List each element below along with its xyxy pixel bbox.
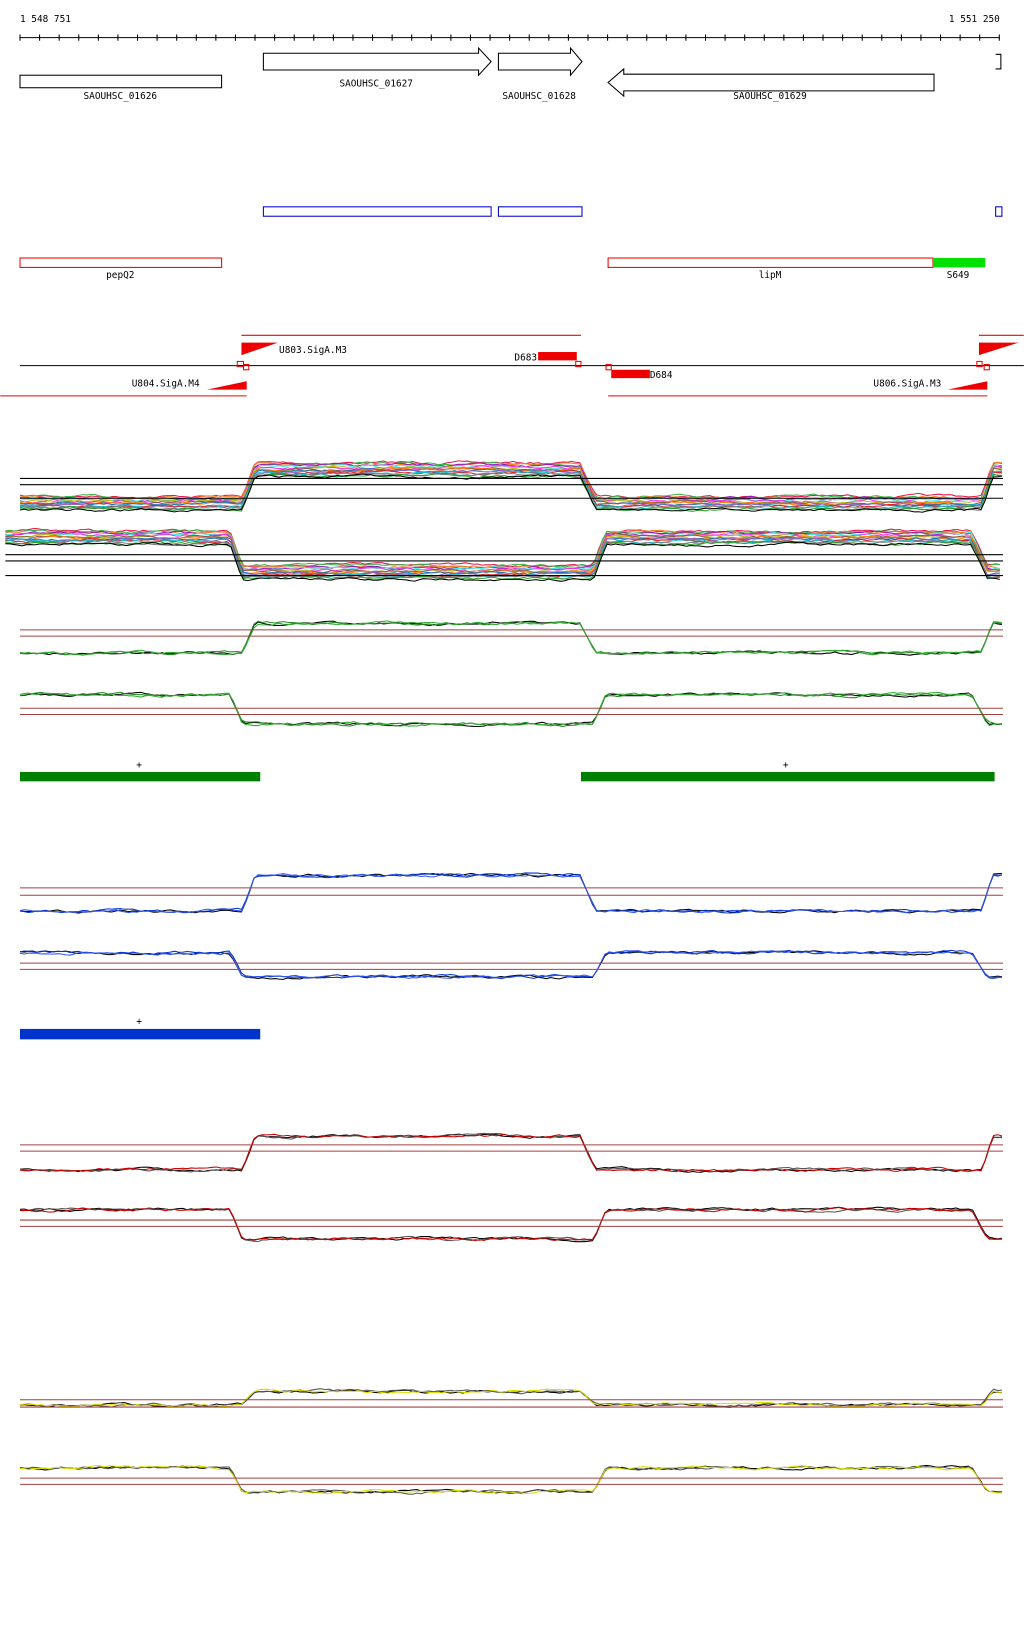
feature	[19, 257, 223, 268]
signal-line	[19, 1465, 1002, 1495]
gene-label: SAOUHSC_01626	[84, 91, 158, 102]
gene-label: SAOUHSC_01628	[502, 91, 576, 102]
strand-mark: +	[136, 760, 142, 771]
strand-mark: +	[783, 760, 789, 771]
segment-bar	[20, 1028, 261, 1040]
signal-line	[19, 1465, 1002, 1495]
segment-bar	[580, 771, 995, 782]
genes	[19, 46, 1002, 98]
cds	[262, 206, 492, 217]
signal-line	[19, 460, 1003, 500]
signal-line	[5, 532, 1000, 573]
cds-track	[262, 206, 1003, 217]
signal-line	[19, 1132, 1003, 1173]
terminator	[538, 352, 577, 361]
ruler: 1 548 751 1 551 250	[19, 14, 1000, 41]
signal-line	[19, 872, 1003, 914]
terminator-label: D684	[650, 370, 673, 381]
signal-track	[19, 1206, 1003, 1243]
gene-label: SAOUHSC_01627	[339, 79, 413, 90]
feature-label: pepQ2	[106, 270, 134, 281]
gene-label: SAOUHSC_01629	[733, 91, 807, 102]
tss	[983, 364, 990, 371]
signal-line	[19, 469, 1003, 509]
signal-track	[19, 1464, 1003, 1495]
signal-line	[5, 541, 1000, 582]
signal-line	[19, 873, 1002, 914]
signal-line	[19, 1133, 1003, 1173]
feature	[607, 257, 934, 268]
regulation-track	[0, 334, 1024, 397]
signal-line	[19, 1207, 1002, 1243]
promoter-label: U803.SigA.M3	[279, 345, 347, 356]
signal-line	[19, 950, 1002, 980]
signal-line	[19, 1206, 1003, 1243]
signal-line	[19, 473, 1003, 513]
signal-line	[19, 872, 1002, 914]
gene	[607, 67, 935, 98]
signal-line	[5, 539, 1000, 580]
feature-label: lipM	[759, 270, 782, 281]
strand-mark: +	[136, 1017, 142, 1028]
gene	[497, 46, 583, 77]
promoter-flag	[947, 381, 988, 390]
cds	[497, 206, 583, 217]
ruler-ticks	[19, 34, 1000, 41]
tss	[243, 364, 250, 371]
expression-tracks	[5, 460, 1003, 1495]
gene	[19, 74, 223, 89]
ruler-end: 1 551 250	[949, 14, 1000, 25]
signal-track	[19, 691, 1003, 728]
terminator-label: D683	[514, 352, 537, 363]
signal-track	[19, 1388, 1003, 1408]
signal-line	[19, 1133, 1003, 1173]
signal-line	[19, 691, 1003, 727]
feature-track	[19, 257, 986, 268]
feature	[932, 258, 986, 268]
signal-line	[19, 620, 1003, 656]
signal-line	[5, 530, 1000, 571]
signal-line	[19, 1388, 1002, 1408]
signal-track	[5, 527, 1003, 582]
signal-track	[19, 460, 1003, 513]
tss	[605, 364, 612, 371]
signal-line	[19, 620, 1002, 656]
signal-track	[19, 1132, 1003, 1173]
signal-line	[19, 1207, 1002, 1242]
signal-track	[19, 949, 1003, 980]
tss	[976, 360, 983, 368]
cds	[995, 206, 1003, 217]
signal-line	[19, 691, 1003, 727]
gene	[995, 53, 1002, 70]
promoter-label: U806.SigA.M3	[873, 378, 941, 389]
promoter-flag	[241, 342, 279, 356]
signal-line	[19, 950, 1002, 979]
signal-line	[5, 529, 1000, 569]
promoter-flag	[978, 342, 1019, 356]
feature-label: S649	[947, 270, 970, 281]
segment-bars	[20, 771, 995, 1040]
signal-line	[19, 620, 1002, 656]
signal-track	[19, 620, 1003, 656]
segment-bar	[20, 771, 261, 782]
terminator	[611, 369, 650, 379]
signal-line	[19, 1388, 1002, 1408]
ruler-start: 1 548 751	[20, 14, 71, 25]
tss	[575, 360, 582, 368]
gene	[262, 46, 492, 77]
promoter-label: U804.SigA.M4	[132, 378, 200, 389]
signal-track	[19, 872, 1003, 914]
promoter-flag	[206, 381, 247, 390]
